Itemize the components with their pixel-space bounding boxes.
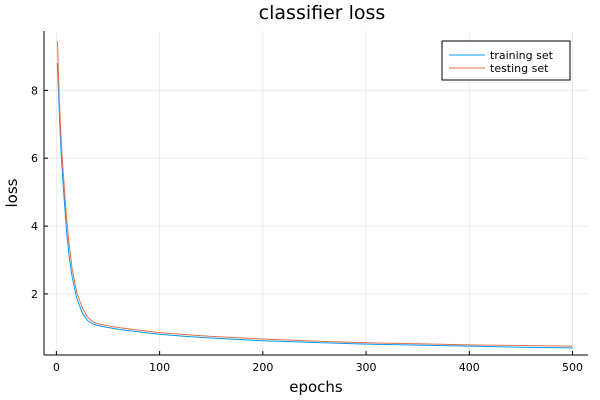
legend-label-training: training set [490,49,554,62]
grid-layer [44,31,588,355]
x-tick-label: 200 [252,361,273,374]
y-tick-label: 2 [31,288,38,301]
legend-label-testing: testing set [490,62,549,75]
y-tick-label: 4 [31,220,38,233]
x-axis-label: epochs [289,378,343,396]
x-tick-label: 300 [356,361,377,374]
y-tick-label: 6 [31,152,38,165]
y-tick-label: 8 [31,84,38,97]
x-tick-label: 0 [53,361,60,374]
x-tick-label: 100 [149,361,170,374]
tick-layer: 0 100 200 300 400 500 2 4 6 8 [31,84,583,374]
legend: training set testing set [441,40,571,81]
chart-title: classifier loss [259,2,386,24]
series-layer [56,41,573,349]
y-axis-label: loss [3,178,21,207]
x-tick-label: 500 [562,361,583,374]
legend-box [441,40,571,81]
x-tick-label: 400 [459,361,480,374]
series-line-testing-set [56,41,573,347]
axes-layer [43,31,588,356]
series-line-training-set [56,63,573,349]
